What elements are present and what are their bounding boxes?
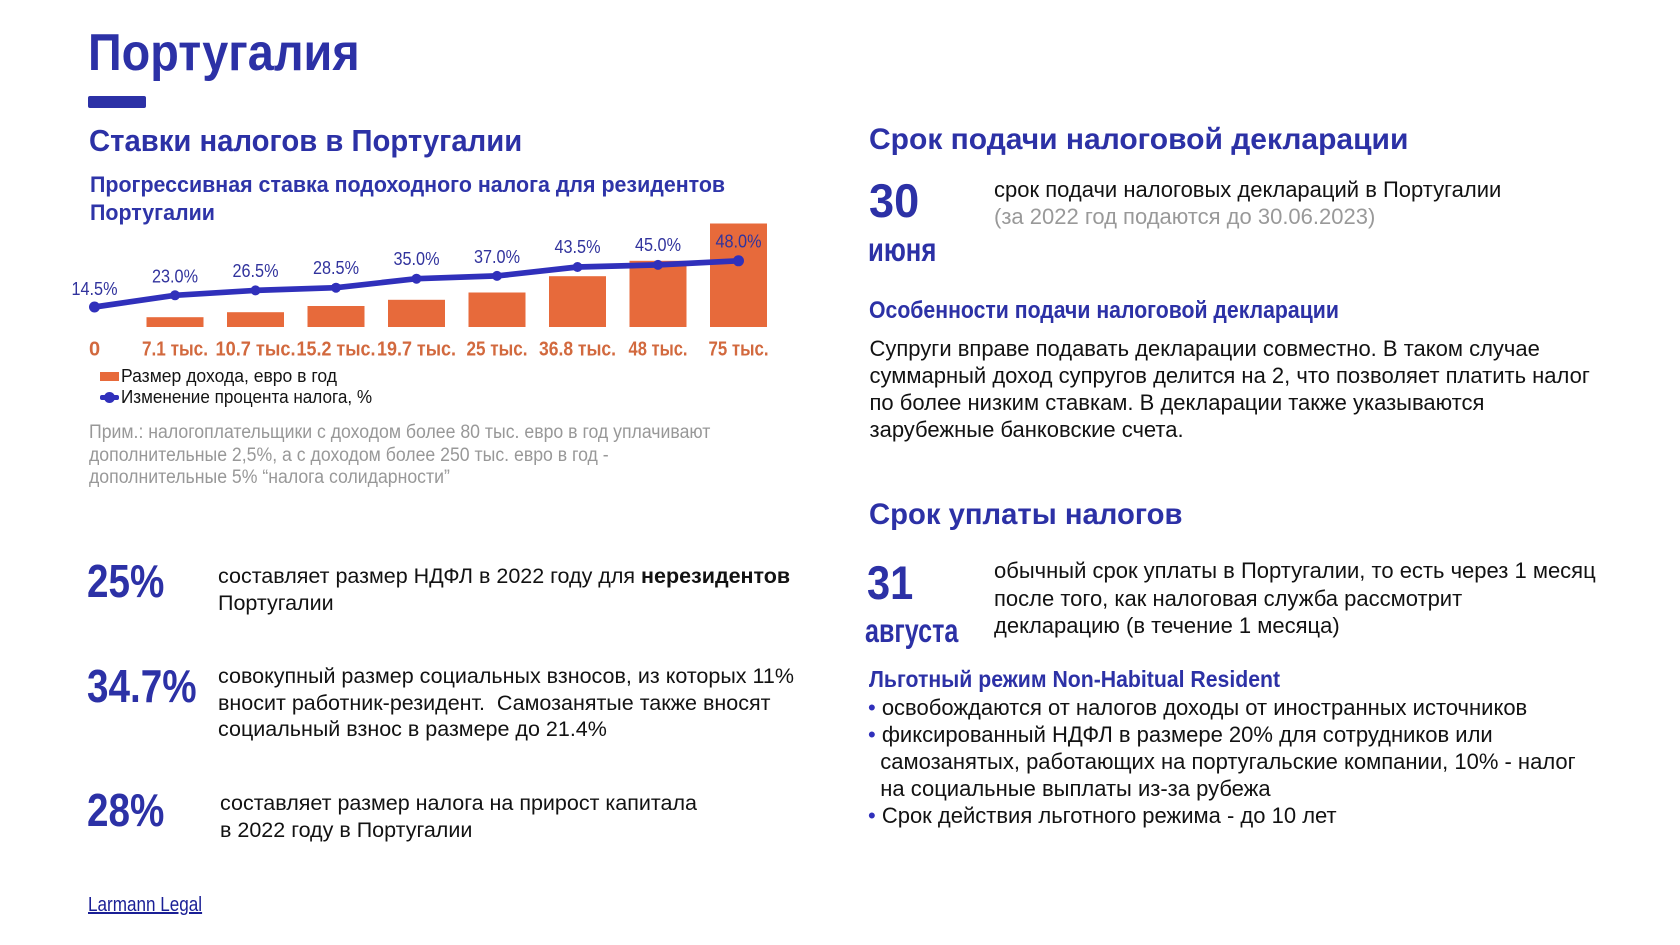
- svg-text:37.0%: 37.0%: [474, 246, 520, 267]
- svg-text:23.0%: 23.0%: [152, 266, 198, 287]
- svg-text:28.5%: 28.5%: [313, 257, 359, 278]
- svg-text:48.0%: 48.0%: [716, 231, 762, 252]
- svg-text:35.0%: 35.0%: [394, 248, 440, 269]
- svg-text:36.8 тыс.: 36.8 тыс.: [539, 339, 616, 361]
- svg-text:48 тыс.: 48 тыс.: [629, 339, 688, 361]
- svg-text:19.7 тыс.: 19.7 тыс.: [377, 339, 456, 361]
- svg-text:0: 0: [89, 339, 100, 361]
- svg-text:45.0%: 45.0%: [635, 234, 681, 255]
- svg-text:7.1 тыс.: 7.1 тыс.: [142, 339, 208, 361]
- svg-text:25 тыс.: 25 тыс.: [467, 339, 528, 361]
- svg-text:15.2 тыс.: 15.2 тыс.: [297, 339, 376, 361]
- svg-text:10.7 тыс.: 10.7 тыс.: [216, 339, 296, 361]
- svg-text:75 тыс.: 75 тыс.: [709, 339, 769, 361]
- svg-text:43.5%: 43.5%: [555, 236, 601, 257]
- svg-text:14.5%: 14.5%: [72, 278, 118, 299]
- svg-text:26.5%: 26.5%: [233, 260, 279, 281]
